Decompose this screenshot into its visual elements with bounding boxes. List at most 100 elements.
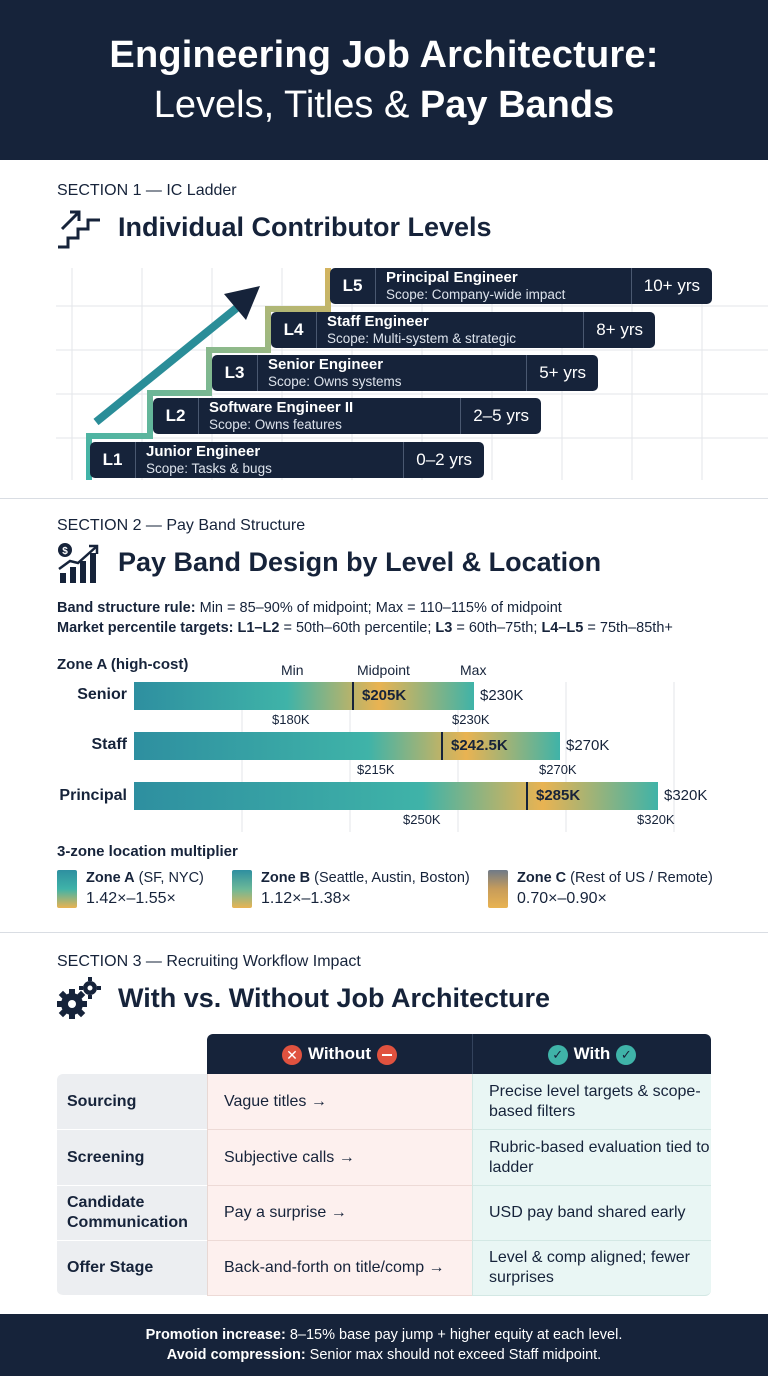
table-cell-without: Vague titles → <box>207 1074 472 1130</box>
level-card-l5: L5 Principal Engineer Scope: Company-wid… <box>330 268 712 304</box>
level-role: Junior Engineer <box>146 443 261 460</box>
rule-bold: L4–L5 <box>541 620 584 636</box>
band-max-tick-principal: $320K <box>637 812 675 827</box>
zone-name-bold: Zone C <box>517 870 567 886</box>
svg-text:$: $ <box>62 546 68 557</box>
zone-name-bold: Zone B <box>261 870 311 886</box>
zone-a-name: Zone A (SF, NYC) <box>86 870 204 886</box>
level-badge: L5 <box>330 268 376 304</box>
level-scope: Scope: Owns systems <box>268 374 402 389</box>
band-mid-principal: $285K <box>536 787 581 804</box>
band-bar-senior <box>134 682 474 710</box>
level-role: Principal Engineer <box>386 269 518 286</box>
band-mid-staff: $242.5K <box>451 737 508 754</box>
band-mid-senior: $205K <box>362 687 407 704</box>
band-min-tick-staff: $215K <box>357 762 395 777</box>
level-scope: Scope: Company-wide impact <box>386 287 566 302</box>
band-bar-principal <box>134 782 658 810</box>
level-scope: Scope: Tasks & bugs <box>146 461 272 476</box>
page-title-line1: Engineering Job Architecture: <box>109 34 659 76</box>
min-column-label: Min <box>281 662 304 678</box>
level-card-l2: L2 Software Engineer II Scope: Owns feat… <box>153 398 541 434</box>
table-cell-without: Back-and-forth on title/comp → <box>207 1241 472 1296</box>
column-title: With <box>573 1044 611 1063</box>
section2-label: SECTION 2 — Pay Band Structure <box>57 517 306 534</box>
footer-banner: Promotion increase: 8–15% base pay jump … <box>0 1314 768 1376</box>
rule-text: = 50th–60th percentile; <box>279 620 436 636</box>
midpoint-marker <box>441 732 443 760</box>
percentile-rule-text: Market percentile targets: L1–L2 = 50th–… <box>57 620 673 636</box>
table-row-label: Offer Stage <box>57 1241 207 1296</box>
location-multiplier-title: 3-zone location multiplier <box>57 843 238 860</box>
footer-text: Senior max should not exceed Staff midpo… <box>305 1347 602 1363</box>
footer-line2: Avoid compression: Senior max should not… <box>0 1347 768 1363</box>
section3-label: SECTION 3 — Recruiting Workflow Impact <box>57 953 361 970</box>
zone-cities: (Seattle, Austin, Boston) <box>310 870 470 886</box>
zone-cities: (SF, NYC) <box>134 870 204 886</box>
rule-text: Min = 85–90% of midpoint; Max = 110–115%… <box>195 600 562 616</box>
midpoint-marker <box>526 782 528 810</box>
title-plain: Levels, Titles & <box>153 84 420 126</box>
level-scope: Scope: Multi-system & strategic <box>327 331 517 346</box>
x-circle-icon: ✕ <box>281 1044 302 1065</box>
footer-bold: Avoid compression: <box>166 1347 306 1363</box>
level-role: Software Engineer II <box>209 399 354 416</box>
rule-text: = 60th–75th; <box>452 620 542 636</box>
zone-b-name: Zone B (Seattle, Austin, Boston) <box>261 870 470 886</box>
midpoint-column-label: Midpoint <box>357 662 410 678</box>
check-circle-icon: ✓ <box>547 1044 568 1065</box>
rule-text: = 75th–85th+ <box>583 620 673 636</box>
zone-a-heading: Zone A (high-cost) <box>57 656 189 673</box>
column-title: Without <box>307 1044 372 1063</box>
zone-c-swatch <box>488 870 508 908</box>
footer-bold: Promotion increase: <box>145 1327 286 1343</box>
band-max-staff: $270K <box>566 737 610 754</box>
level-badge: L4 <box>271 312 317 348</box>
column-header-without: ✕ Without <box>207 1034 472 1074</box>
band-min-tick-principal: $250K <box>403 812 441 827</box>
check-circle-icon: ✓ <box>616 1044 637 1065</box>
level-card-l4: L4 Staff Engineer Scope: Multi-system & … <box>271 312 655 348</box>
section3-title: With vs. Without Job Architecture <box>118 983 551 1013</box>
salary-growth-icon: $ <box>58 543 99 583</box>
table-cell-without: Subjective calls → <box>207 1130 472 1186</box>
section-divider <box>0 498 768 499</box>
band-bar-staff <box>134 732 560 760</box>
zone-cities: (Rest of US / Remote) <box>566 870 713 886</box>
max-column-label: Max <box>460 662 487 678</box>
rule-bold: Band structure rule: <box>57 600 196 616</box>
zone-a-range: 1.42×–1.55× <box>86 890 176 907</box>
zone-name-bold: Zone A <box>86 870 135 886</box>
band-rule-text: Band structure rule: Min = 85–90% of mid… <box>57 600 562 616</box>
section1-title: Individual Contributor Levels <box>118 212 492 242</box>
zone-c-range: 0.70×–0.90× <box>517 890 607 907</box>
footer-text: 8–15% base pay jump + higher equity at e… <box>285 1327 623 1343</box>
band-label-senior: Senior <box>77 686 127 703</box>
level-role: Staff Engineer <box>327 313 429 330</box>
level-card-l1: L1 Junior Engineer Scope: Tasks & bugs 0… <box>90 442 484 478</box>
table-cell-with: Level & comp aligned; fewer surprises <box>472 1241 711 1296</box>
level-role: Senior Engineer <box>268 356 384 373</box>
table-row-label: Candidate Communication <box>57 1186 207 1241</box>
gears-icon <box>57 977 101 1019</box>
zone-a-swatch <box>57 870 77 908</box>
table-row-label: Screening <box>57 1130 207 1186</box>
ic-ladder-chart: L1 Junior Engineer Scope: Tasks & bugs 0… <box>56 268 768 480</box>
level-years: 8+ yrs <box>583 312 655 348</box>
table-cell-with: USD pay band shared early <box>472 1186 711 1241</box>
table-cell-without: Pay a surprise → <box>207 1186 472 1241</box>
midpoint-marker <box>352 682 354 710</box>
zone-b-swatch <box>232 870 252 908</box>
band-max-tick-senior: $230K <box>452 712 490 727</box>
level-years: 5+ yrs <box>526 355 598 391</box>
band-min-tick-senior: $180K <box>272 712 310 727</box>
minus-circle-icon <box>377 1044 398 1065</box>
footer-line1: Promotion increase: 8–15% base pay jump … <box>0 1327 768 1343</box>
band-max-principal: $320K <box>664 787 708 804</box>
level-years: 10+ yrs <box>630 268 712 304</box>
band-label-staff: Staff <box>91 736 127 753</box>
zone-c-name: Zone C (Rest of US / Remote) <box>517 870 713 886</box>
section2-title: Pay Band Design by Level & Location <box>118 547 602 577</box>
column-header-with: ✓ With ✓ <box>472 1034 711 1074</box>
rule-bold: L3 <box>435 620 453 636</box>
